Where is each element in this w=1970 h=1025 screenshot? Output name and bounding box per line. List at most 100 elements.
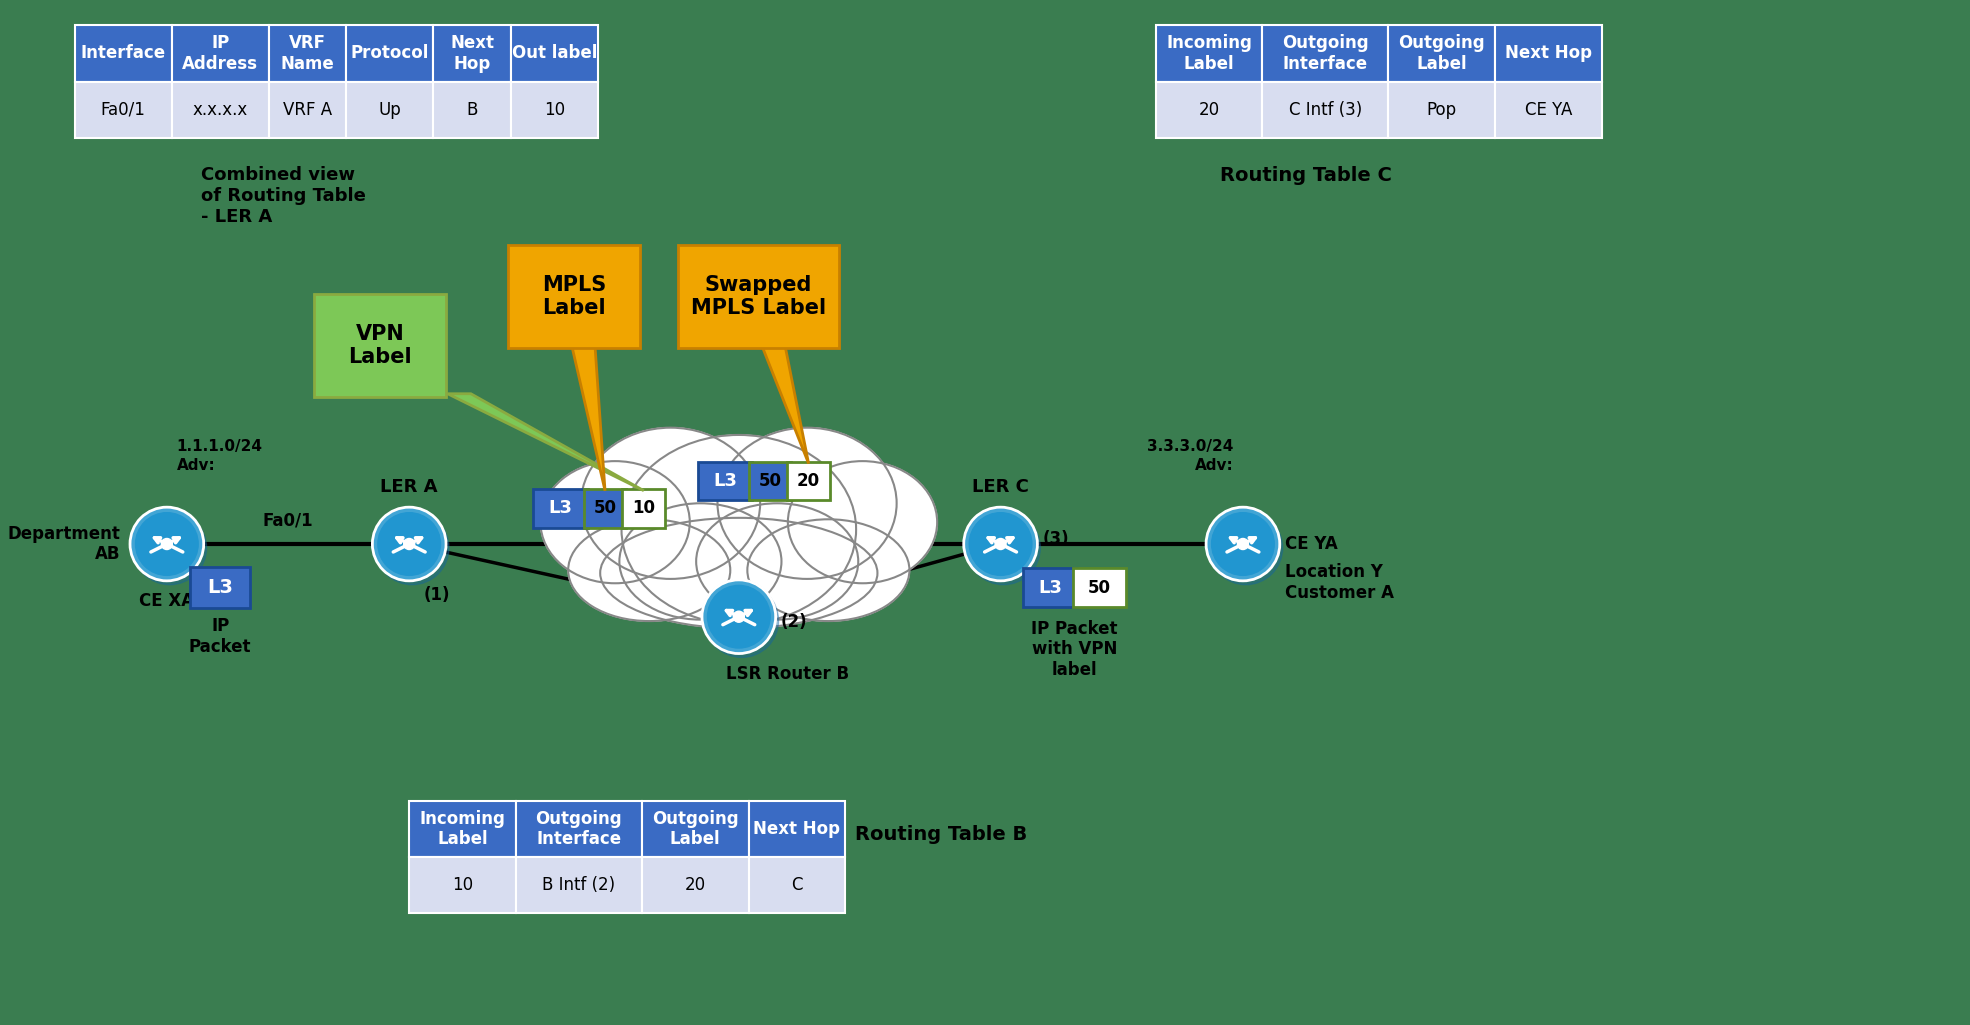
Ellipse shape bbox=[747, 520, 910, 621]
FancyBboxPatch shape bbox=[510, 26, 599, 82]
FancyBboxPatch shape bbox=[642, 801, 749, 857]
Text: B: B bbox=[467, 100, 479, 119]
Text: 50: 50 bbox=[758, 472, 782, 490]
Circle shape bbox=[136, 512, 199, 575]
Text: LER C: LER C bbox=[971, 478, 1028, 495]
Text: 3.3.3.0/24: 3.3.3.0/24 bbox=[1147, 439, 1233, 454]
FancyBboxPatch shape bbox=[171, 82, 268, 137]
Text: Swapped
MPLS Label: Swapped MPLS Label bbox=[691, 275, 825, 319]
FancyBboxPatch shape bbox=[433, 26, 510, 82]
Circle shape bbox=[1210, 511, 1282, 584]
Text: Protocol: Protocol bbox=[351, 44, 429, 63]
FancyBboxPatch shape bbox=[623, 489, 666, 528]
Circle shape bbox=[1237, 538, 1249, 549]
Text: Incoming
Label: Incoming Label bbox=[1166, 34, 1251, 73]
Text: LSR Router B: LSR Router B bbox=[725, 665, 849, 684]
FancyBboxPatch shape bbox=[1495, 26, 1602, 82]
Text: Next Hop: Next Hop bbox=[753, 820, 841, 838]
Text: Routing Table B: Routing Table B bbox=[855, 825, 1028, 845]
FancyBboxPatch shape bbox=[313, 294, 445, 397]
Circle shape bbox=[162, 538, 171, 549]
Text: VRF
Name: VRF Name bbox=[280, 34, 335, 73]
Text: L3: L3 bbox=[548, 499, 573, 518]
Circle shape bbox=[378, 512, 441, 575]
Text: IP
Address: IP Address bbox=[181, 34, 258, 73]
Text: CE YA: CE YA bbox=[1284, 535, 1338, 554]
Text: 10: 10 bbox=[544, 100, 565, 119]
Ellipse shape bbox=[717, 427, 896, 579]
Text: B Intf (2): B Intf (2) bbox=[542, 876, 615, 894]
Circle shape bbox=[374, 511, 449, 584]
Text: Fa0/1: Fa0/1 bbox=[262, 511, 313, 530]
Text: C Intf (3): C Intf (3) bbox=[1288, 100, 1361, 119]
Text: MPLS
Label: MPLS Label bbox=[542, 275, 607, 319]
Polygon shape bbox=[447, 394, 644, 491]
FancyBboxPatch shape bbox=[1389, 26, 1495, 82]
Text: Next
Hop: Next Hop bbox=[451, 34, 494, 73]
Text: Location Y
Customer A: Location Y Customer A bbox=[1284, 564, 1393, 603]
FancyBboxPatch shape bbox=[749, 857, 845, 913]
Text: VPN
Label: VPN Label bbox=[349, 324, 412, 367]
Circle shape bbox=[1212, 512, 1275, 575]
Text: 10: 10 bbox=[451, 876, 473, 894]
FancyBboxPatch shape bbox=[191, 567, 250, 608]
FancyBboxPatch shape bbox=[1022, 568, 1078, 607]
FancyBboxPatch shape bbox=[678, 245, 839, 348]
FancyBboxPatch shape bbox=[268, 26, 347, 82]
Text: 1.1.1.0/24: 1.1.1.0/24 bbox=[177, 439, 262, 454]
FancyBboxPatch shape bbox=[1389, 82, 1495, 137]
FancyBboxPatch shape bbox=[1074, 568, 1125, 607]
Circle shape bbox=[707, 585, 770, 648]
Text: 10: 10 bbox=[632, 499, 656, 518]
Ellipse shape bbox=[695, 503, 859, 620]
Text: (2): (2) bbox=[780, 613, 808, 630]
FancyBboxPatch shape bbox=[1263, 82, 1389, 137]
Text: 50: 50 bbox=[1087, 579, 1111, 597]
Circle shape bbox=[132, 511, 207, 584]
Circle shape bbox=[705, 584, 778, 657]
Text: Next Hop: Next Hop bbox=[1505, 44, 1592, 63]
Text: Fa0/1: Fa0/1 bbox=[100, 100, 146, 119]
FancyBboxPatch shape bbox=[516, 857, 642, 913]
FancyBboxPatch shape bbox=[642, 857, 749, 913]
FancyBboxPatch shape bbox=[268, 82, 347, 137]
Circle shape bbox=[963, 507, 1038, 581]
Circle shape bbox=[130, 507, 203, 581]
Text: Outgoing
Label: Outgoing Label bbox=[1399, 34, 1485, 73]
Polygon shape bbox=[571, 345, 605, 491]
FancyBboxPatch shape bbox=[1263, 26, 1389, 82]
FancyBboxPatch shape bbox=[534, 489, 587, 528]
Ellipse shape bbox=[601, 518, 877, 628]
Circle shape bbox=[701, 580, 776, 654]
Text: Department
AB: Department AB bbox=[8, 525, 120, 564]
FancyBboxPatch shape bbox=[510, 82, 599, 137]
FancyBboxPatch shape bbox=[788, 461, 829, 500]
Text: IP Packet
with VPN
label: IP Packet with VPN label bbox=[1030, 620, 1117, 680]
Polygon shape bbox=[762, 345, 808, 463]
Text: 20: 20 bbox=[686, 876, 705, 894]
FancyBboxPatch shape bbox=[410, 857, 516, 913]
Text: Outgoing
Label: Outgoing Label bbox=[652, 810, 739, 849]
FancyBboxPatch shape bbox=[749, 461, 792, 500]
Ellipse shape bbox=[619, 503, 782, 620]
FancyBboxPatch shape bbox=[347, 26, 433, 82]
Circle shape bbox=[404, 538, 416, 549]
Text: Adv:: Adv: bbox=[177, 458, 215, 474]
Text: 50: 50 bbox=[593, 499, 617, 518]
Text: CE XA: CE XA bbox=[140, 592, 195, 611]
FancyBboxPatch shape bbox=[508, 245, 640, 348]
Text: Adv:: Adv: bbox=[1194, 458, 1233, 474]
FancyBboxPatch shape bbox=[75, 82, 171, 137]
Text: L3: L3 bbox=[713, 472, 737, 490]
FancyBboxPatch shape bbox=[1495, 82, 1602, 137]
Ellipse shape bbox=[581, 427, 760, 579]
Text: (3): (3) bbox=[1042, 530, 1070, 548]
Text: Out label: Out label bbox=[512, 44, 597, 63]
Text: L3: L3 bbox=[207, 578, 232, 598]
Text: L3: L3 bbox=[1038, 579, 1062, 597]
Text: 20: 20 bbox=[1198, 100, 1219, 119]
Text: Interface: Interface bbox=[81, 44, 165, 63]
FancyBboxPatch shape bbox=[1156, 26, 1263, 82]
Text: Outgoing
Interface: Outgoing Interface bbox=[1282, 34, 1369, 73]
FancyBboxPatch shape bbox=[347, 82, 433, 137]
